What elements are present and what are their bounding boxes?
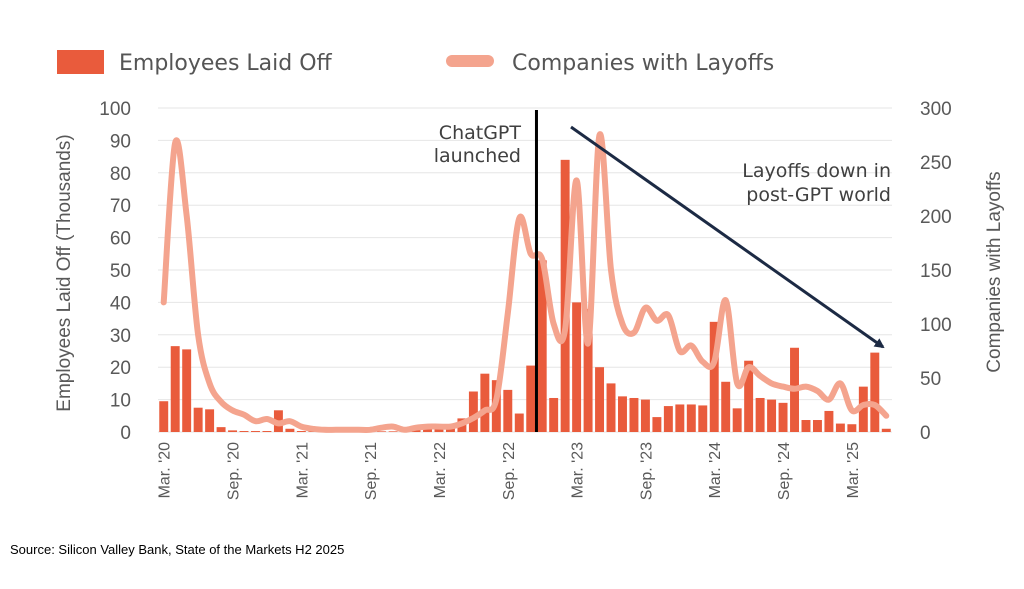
left-tick-label: 10 <box>110 391 131 412</box>
bar <box>285 428 295 432</box>
bar <box>858 386 868 432</box>
bar <box>812 420 822 432</box>
x-tick-label: Sep. '23 <box>638 442 655 500</box>
bar <box>870 352 880 432</box>
right-axis-ticks: 0 50 100 150 200 250 300 <box>920 99 952 444</box>
source-note: Source: Silicon Valley Bank, State of th… <box>10 542 345 557</box>
bar <box>686 404 696 432</box>
bar <box>744 360 754 432</box>
left-tick-label: 0 <box>120 423 131 444</box>
bar <box>251 431 260 432</box>
x-tick-label: Mar. '25 <box>845 442 862 499</box>
companies-line <box>160 131 890 433</box>
x-tick-label: Mar. '22 <box>432 442 449 499</box>
bar <box>514 413 524 432</box>
trend-label-line1: Layoffs down in <box>742 160 891 182</box>
x-tick-label: Mar. '23 <box>570 442 587 499</box>
bar <box>377 431 387 432</box>
bar <box>262 431 272 432</box>
left-tick-label: 90 <box>110 131 131 152</box>
bar <box>572 302 582 432</box>
bar <box>205 409 215 432</box>
left-tick-label: 80 <box>110 164 131 185</box>
bar <box>640 399 650 432</box>
chatgpt-label-line1: ChatGPT <box>439 122 522 144</box>
bar <box>618 396 627 432</box>
legend-line-swatch <box>446 55 494 67</box>
right-tick-label: 100 <box>920 315 952 336</box>
left-axis-ticks: 0 10 20 30 40 50 60 70 80 90 100 <box>99 99 131 444</box>
bar <box>847 424 857 432</box>
right-axis-title: Companies with Layoffs <box>984 171 1005 372</box>
x-tick-label: Mar. '24 <box>707 442 724 499</box>
bar <box>182 349 192 432</box>
bar <box>767 399 777 432</box>
bar <box>721 381 731 432</box>
bar <box>549 397 559 432</box>
x-tick-label: Sep. '21 <box>363 442 380 500</box>
gridlines <box>158 107 892 433</box>
x-axis-ticks: Mar. '20 Sep. '20 Mar. '21 Sep. '21 Mar. '22… <box>157 442 862 500</box>
right-tick-label: 200 <box>920 207 952 228</box>
x-tick-label: Sep. '22 <box>501 442 518 500</box>
layoffs-chart: Employees Laid Off Companies with Layoff… <box>54 50 1005 500</box>
trend-label-line2: post-GPT world <box>746 184 891 206</box>
left-axis-title: Employees Laid Off (Thousands) <box>54 134 75 411</box>
bar <box>423 429 432 432</box>
bar <box>709 321 719 432</box>
x-tick-label: Mar. '21 <box>294 442 311 499</box>
bar <box>675 404 685 432</box>
trend-arrow <box>570 125 885 349</box>
bar <box>503 389 513 432</box>
bar <box>663 406 673 432</box>
left-tick-label: 70 <box>110 196 131 217</box>
bar <box>468 391 478 432</box>
legend-bar-label: Employees Laid Off <box>119 51 333 76</box>
legend-bar-swatch <box>57 50 104 74</box>
left-tick-label: 60 <box>110 229 131 250</box>
bar <box>228 430 238 432</box>
bar <box>159 401 169 432</box>
bar <box>537 260 547 432</box>
left-tick-label: 30 <box>110 326 131 347</box>
bar <box>835 423 845 432</box>
bar <box>595 367 605 432</box>
bar <box>801 420 811 432</box>
left-tick-label: 100 <box>99 99 131 120</box>
x-tick-label: Mar. '20 <box>157 442 174 499</box>
left-tick-label: 40 <box>110 293 131 314</box>
right-tick-label: 50 <box>920 369 941 390</box>
bar <box>881 428 891 432</box>
bar <box>732 408 742 432</box>
bar <box>629 397 639 432</box>
x-tick-label: Sep. '20 <box>226 442 243 500</box>
bar <box>824 410 834 432</box>
bar <box>778 402 788 432</box>
legend: Employees Laid Off Companies with Layoff… <box>57 50 774 76</box>
bar <box>170 346 180 432</box>
bar <box>239 431 249 432</box>
bar <box>193 407 203 432</box>
legend-line-label: Companies with Layoffs <box>512 51 774 76</box>
bar <box>434 428 444 432</box>
bar <box>606 383 616 432</box>
right-tick-label: 300 <box>920 99 952 120</box>
bar <box>652 417 662 432</box>
left-tick-label: 20 <box>110 358 131 379</box>
bar <box>480 373 490 432</box>
left-tick-label: 50 <box>110 261 131 282</box>
line-series <box>160 131 890 433</box>
bar <box>216 427 226 432</box>
right-tick-label: 250 <box>920 153 952 174</box>
bar <box>526 365 536 432</box>
bar <box>583 308 593 432</box>
bar <box>698 405 708 432</box>
bar <box>755 397 765 432</box>
bar <box>388 431 398 432</box>
right-tick-label: 0 <box>920 423 931 444</box>
chatgpt-label-line2: launched <box>434 145 521 167</box>
right-tick-label: 150 <box>920 261 952 282</box>
bar <box>296 431 306 432</box>
x-tick-label: Sep. '24 <box>776 442 793 500</box>
